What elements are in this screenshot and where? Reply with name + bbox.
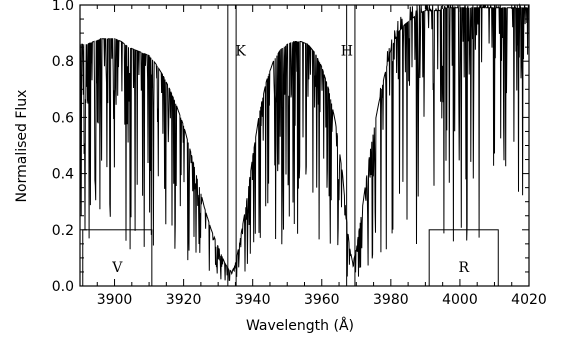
x-tick-label: 4020 [511,292,547,308]
x-tick-label: 3900 [97,292,133,308]
window-label: R [458,260,469,276]
window-label: V [111,260,123,276]
flux-line [79,3,530,281]
y-tick-label: 0.6 [52,110,74,126]
y-tick-label: 1.0 [52,0,74,14]
window-box [82,229,153,287]
flux-series [79,3,530,281]
x-tick-label: 3920 [166,292,202,308]
window-box [428,229,499,287]
x-tick-label: 4000 [442,292,478,308]
y-tick-label: 0.0 [52,279,74,295]
x-tick-label: 3960 [304,292,340,308]
x-axis-ticks: 3900 3920 3940 3960 3980 4000 4020 [79,5,547,308]
line-marker-label: H [341,44,353,60]
y-axis-title: Normalised Flux [14,90,30,203]
y-tick-label: 0.4 [52,167,74,183]
y-tick-label: 0.8 [52,54,74,70]
line-marker-label: K [235,44,246,60]
y-tick-label: 0.2 [52,223,74,239]
x-axis-title: Wavelength (Å) [246,317,354,334]
x-tick-label: 3980 [373,292,409,308]
x-tick-label: 3940 [235,292,271,308]
